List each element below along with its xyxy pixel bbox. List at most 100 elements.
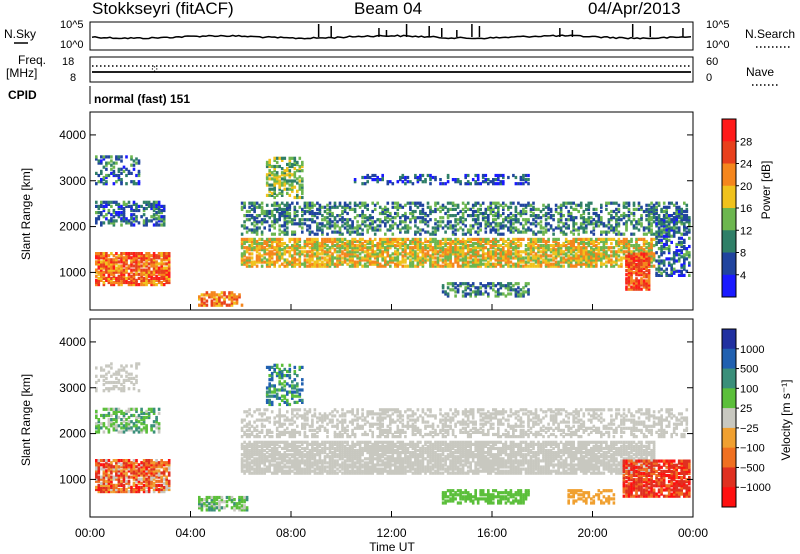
power-cell bbox=[527, 292, 530, 296]
power-cell bbox=[240, 239, 244, 244]
power-cell bbox=[421, 254, 425, 258]
power-cell bbox=[260, 230, 264, 234]
power-cell bbox=[389, 228, 392, 232]
power-cell bbox=[514, 254, 518, 258]
power-cell bbox=[97, 256, 101, 260]
power-cell bbox=[657, 214, 661, 218]
power-cell bbox=[504, 286, 508, 290]
power-cell bbox=[602, 239, 606, 244]
power-cell bbox=[404, 254, 407, 258]
power-cell bbox=[112, 266, 116, 270]
power-cell bbox=[273, 195, 276, 200]
power-cell bbox=[167, 276, 171, 280]
power-cell bbox=[361, 175, 364, 180]
power-cell bbox=[461, 201, 465, 205]
power-cell bbox=[569, 216, 573, 220]
power-cell bbox=[331, 239, 334, 244]
power-cell bbox=[152, 270, 156, 274]
power-cell bbox=[688, 273, 691, 277]
power-cell bbox=[454, 214, 457, 218]
power-cell bbox=[627, 246, 631, 250]
power-cell bbox=[600, 246, 603, 250]
power-cell bbox=[363, 175, 367, 180]
power-cell bbox=[680, 273, 683, 277]
power-cell bbox=[424, 256, 427, 260]
power-cell bbox=[97, 270, 101, 274]
power-cell bbox=[662, 224, 666, 228]
power-cell bbox=[409, 207, 412, 211]
power-cell bbox=[677, 211, 681, 216]
velocity-cell bbox=[155, 487, 158, 492]
power-cell bbox=[122, 262, 126, 266]
power-cell bbox=[130, 274, 133, 278]
power-cell bbox=[466, 264, 470, 268]
power-cell bbox=[449, 282, 452, 286]
power-cell bbox=[280, 237, 284, 241]
power-cell bbox=[552, 218, 555, 222]
power-cell bbox=[567, 209, 570, 214]
power-cell bbox=[351, 248, 354, 252]
velocity-cell bbox=[150, 471, 153, 475]
power-cell bbox=[112, 173, 116, 178]
power-cell bbox=[519, 294, 523, 298]
velocity-cell bbox=[132, 473, 136, 477]
power-cell bbox=[351, 244, 354, 248]
power-cell bbox=[313, 262, 317, 266]
velocity-cell bbox=[152, 473, 156, 477]
power-cell bbox=[683, 257, 686, 261]
power-cell bbox=[389, 226, 392, 230]
power-cell bbox=[275, 173, 279, 177]
power-cell bbox=[446, 254, 450, 258]
power-cell bbox=[522, 230, 525, 234]
power-cell bbox=[311, 209, 314, 214]
power-cell bbox=[640, 218, 643, 222]
power-cell bbox=[298, 262, 302, 266]
power-cell bbox=[670, 220, 673, 224]
power-cell bbox=[311, 250, 314, 254]
power-cell bbox=[517, 220, 520, 224]
power-cell bbox=[112, 211, 116, 215]
power-cell bbox=[554, 241, 558, 246]
power-cell bbox=[544, 222, 548, 226]
power-cell bbox=[378, 254, 382, 258]
velocity-cell bbox=[102, 465, 106, 469]
power-cell bbox=[396, 264, 400, 268]
power-cell bbox=[152, 258, 156, 262]
power-cell bbox=[479, 211, 482, 216]
power-cell bbox=[378, 252, 382, 256]
power-cell bbox=[107, 211, 111, 215]
power-cell bbox=[152, 280, 156, 285]
power-cell bbox=[499, 232, 503, 236]
power-cell bbox=[479, 244, 482, 248]
power-cell bbox=[326, 216, 329, 220]
power-cell bbox=[328, 264, 332, 268]
power-cell bbox=[286, 260, 289, 264]
power-cell bbox=[655, 232, 658, 236]
power-cell bbox=[509, 260, 513, 264]
velocity-cell bbox=[130, 475, 133, 479]
power-cell bbox=[115, 200, 118, 204]
power-cell bbox=[323, 244, 327, 248]
power-cell bbox=[527, 226, 530, 230]
power-cell bbox=[160, 270, 163, 274]
power-cell bbox=[160, 219, 163, 223]
velocity-cell bbox=[117, 487, 121, 492]
power-cell bbox=[579, 216, 583, 220]
power-cell bbox=[386, 207, 390, 211]
power-cell bbox=[489, 252, 493, 256]
power-cell bbox=[577, 248, 580, 252]
power-cell bbox=[406, 228, 410, 232]
power-cell bbox=[600, 230, 603, 234]
power-cell bbox=[476, 182, 480, 186]
power-cell bbox=[574, 262, 578, 266]
power-cell bbox=[218, 297, 221, 301]
power-cell bbox=[323, 218, 327, 222]
power-cell bbox=[125, 219, 128, 223]
power-cell bbox=[642, 226, 646, 230]
power-cell bbox=[595, 244, 598, 248]
power-cell bbox=[127, 264, 131, 268]
power-cell bbox=[137, 171, 141, 175]
power-cell bbox=[416, 201, 420, 205]
power-cell bbox=[494, 203, 498, 207]
power-cell bbox=[587, 258, 591, 262]
